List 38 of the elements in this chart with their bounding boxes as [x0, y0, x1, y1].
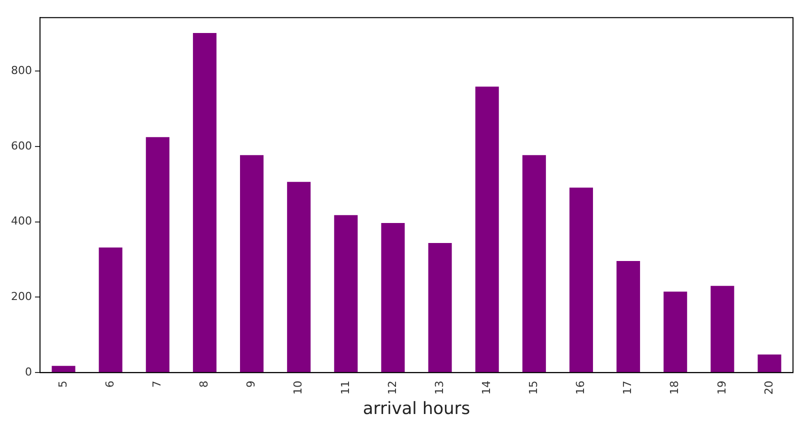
x-tick-label: 17 [621, 380, 634, 395]
y-tick-label: 0 [24, 365, 32, 378]
x-axis-title: arrival hours [362, 399, 470, 420]
x-tick-label: 11 [338, 380, 352, 395]
bar [758, 354, 782, 372]
bar [146, 137, 170, 372]
bar [522, 155, 546, 372]
bar [287, 182, 311, 372]
x-tick-label: 18 [668, 380, 682, 395]
bar [334, 215, 358, 372]
x-tick-label: 13 [432, 380, 446, 395]
bar [475, 86, 499, 372]
bar [616, 261, 640, 372]
x-tick-label: 5 [56, 380, 70, 388]
y-tick-label: 200 [10, 290, 32, 304]
y-tick-label: 800 [10, 64, 32, 77]
x-tick-label: 15 [527, 380, 540, 395]
x-tick-label: 14 [480, 380, 493, 395]
bar [428, 242, 452, 372]
bar [664, 292, 688, 372]
y-tick-label: 600 [10, 139, 32, 152]
y-tick-label: 400 [10, 214, 32, 228]
x-tick-label: 7 [150, 380, 164, 388]
bar [569, 188, 593, 372]
bar [710, 286, 734, 372]
bar [240, 155, 264, 372]
x-tick-label: 9 [244, 380, 258, 388]
x-tick-label: 6 [103, 380, 116, 388]
x-tick-label: 19 [715, 380, 728, 395]
x-tick-label: 8 [198, 380, 211, 388]
bar [98, 247, 122, 372]
x-tick-label: 12 [386, 380, 399, 395]
bar [381, 222, 405, 372]
x-tick-label: 10 [292, 380, 305, 395]
x-tick-label: 20 [762, 380, 776, 395]
bar [192, 33, 216, 372]
x-tick-label: 16 [574, 380, 588, 395]
bar [52, 366, 76, 372]
